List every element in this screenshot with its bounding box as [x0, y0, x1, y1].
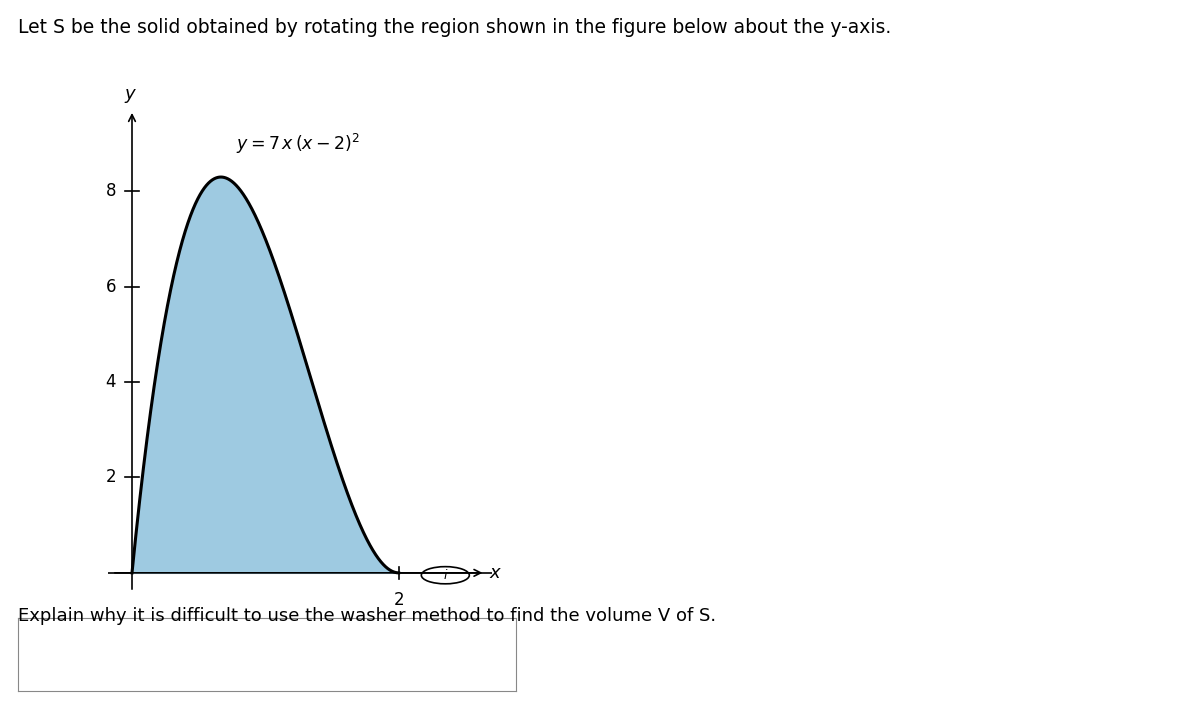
Text: Explain why it is difficult to use the washer method to find the volume V of S.: Explain why it is difficult to use the w…: [18, 607, 716, 625]
Text: i: i: [444, 569, 448, 582]
Text: 8: 8: [106, 183, 116, 200]
Text: 2: 2: [106, 468, 116, 486]
Text: 6: 6: [106, 277, 116, 296]
Text: x: x: [490, 564, 500, 582]
Text: $y = 7\,x\,(x - 2)^2$: $y = 7\,x\,(x - 2)^2$: [236, 131, 360, 156]
Text: Let S be the solid obtained by rotating the region shown in the figure below abo: Let S be the solid obtained by rotating …: [18, 18, 892, 37]
Text: 2: 2: [394, 591, 404, 609]
Text: y: y: [124, 85, 134, 103]
Text: 4: 4: [106, 373, 116, 391]
